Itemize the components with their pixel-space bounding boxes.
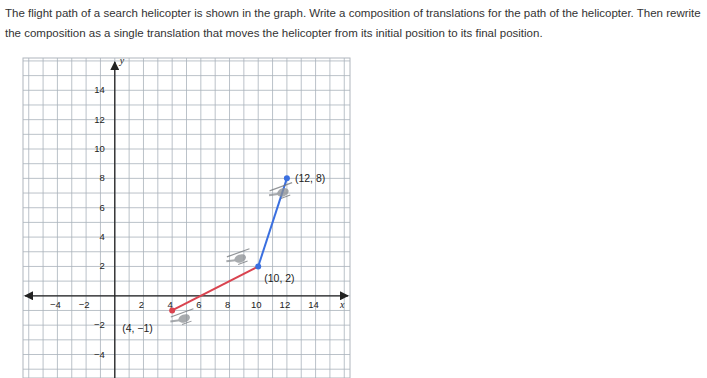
y-tick-label: 10 xyxy=(94,143,105,154)
grid-line-x xyxy=(200,58,201,378)
grid-line-y xyxy=(23,149,350,150)
helicopter-icon xyxy=(225,249,253,268)
heli-tail xyxy=(226,258,235,263)
grid-line-x xyxy=(272,58,273,378)
grid-line-x xyxy=(186,58,187,378)
grid-line-y xyxy=(23,119,350,120)
heli-skid xyxy=(281,195,290,198)
path-segment xyxy=(172,266,258,310)
grid-line-x xyxy=(71,58,72,378)
x-axis-label: x xyxy=(339,299,345,310)
heli-tail xyxy=(269,192,278,197)
grid-line-x xyxy=(301,58,302,378)
grid-line-y xyxy=(23,207,350,208)
y-tick-label: −4 xyxy=(94,349,105,360)
y-tick-label: −2 xyxy=(94,319,105,330)
grid-line-x xyxy=(215,58,216,378)
grid-line-x xyxy=(329,58,330,378)
x-tick-label: 2 xyxy=(139,299,144,310)
heli-tail xyxy=(170,318,179,323)
x-tick-label: −4 xyxy=(50,299,61,310)
grid-line-y xyxy=(23,266,350,267)
y-axis-label: y xyxy=(119,55,125,66)
y-tick-label: 2 xyxy=(99,260,104,271)
x-tick-label: 10 xyxy=(251,299,262,310)
x-tick-label: 6 xyxy=(196,299,201,310)
grid-line-x xyxy=(28,58,29,378)
grid-line-x xyxy=(57,58,58,378)
grid-line-y xyxy=(23,104,350,105)
y-axis xyxy=(114,62,115,378)
grid-line-x xyxy=(315,58,316,378)
heli-skid xyxy=(182,321,191,324)
grid-line-y xyxy=(23,339,350,340)
point-label: (4, −1) xyxy=(122,322,153,334)
grid-line-x xyxy=(344,58,345,378)
grid-line-y xyxy=(23,134,350,135)
grid-line-y xyxy=(23,237,350,238)
grid-line-y xyxy=(23,90,350,91)
grid-line-x xyxy=(86,58,87,378)
point-label: (12, 8) xyxy=(295,172,325,184)
grid-line-y xyxy=(23,295,350,296)
data-group xyxy=(169,175,296,328)
grid-line-x xyxy=(43,58,44,378)
grid-line-y xyxy=(23,325,350,326)
plot-area xyxy=(23,58,350,378)
x-tick-label: 8 xyxy=(225,299,230,310)
grid-line-x xyxy=(229,58,230,378)
grid-line-y xyxy=(23,281,350,282)
heli-rotor xyxy=(270,183,293,191)
grid-line-y xyxy=(23,251,350,252)
x-axis xyxy=(25,295,348,296)
grid-line-x xyxy=(157,58,158,378)
grid-line-y xyxy=(23,193,350,194)
grid-line-y xyxy=(23,60,350,61)
grid-line-x xyxy=(114,58,115,378)
grid-line-x xyxy=(286,58,287,378)
y-tick-label: 6 xyxy=(99,202,104,213)
x-tick-label: 12 xyxy=(280,299,291,310)
grid-line-y xyxy=(23,354,350,355)
y-tick-label: 14 xyxy=(94,84,105,95)
y-tick-label: 12 xyxy=(94,114,105,125)
title: The flight path of a search helicopter i… xyxy=(5,3,703,43)
grid-line-x xyxy=(172,58,173,378)
grid-line-y xyxy=(23,163,350,164)
x-tick-label: 14 xyxy=(308,299,319,310)
point-label: (10, 2) xyxy=(264,272,294,284)
grid-line-y xyxy=(23,75,350,76)
grid-line-x xyxy=(243,58,244,378)
grid xyxy=(23,58,350,378)
y-tick-label: 8 xyxy=(99,172,104,183)
grid-line-y xyxy=(23,222,350,223)
heli-skid xyxy=(238,261,247,264)
x-tick-label: −2 xyxy=(79,299,90,310)
grid-line-y xyxy=(23,369,350,370)
y-tick-label: 4 xyxy=(99,231,104,242)
point xyxy=(255,263,261,269)
point xyxy=(169,307,175,313)
helicopter-icon xyxy=(268,183,296,202)
point xyxy=(284,175,290,181)
heli-rotor xyxy=(227,249,250,257)
grid-line-x xyxy=(258,58,259,378)
